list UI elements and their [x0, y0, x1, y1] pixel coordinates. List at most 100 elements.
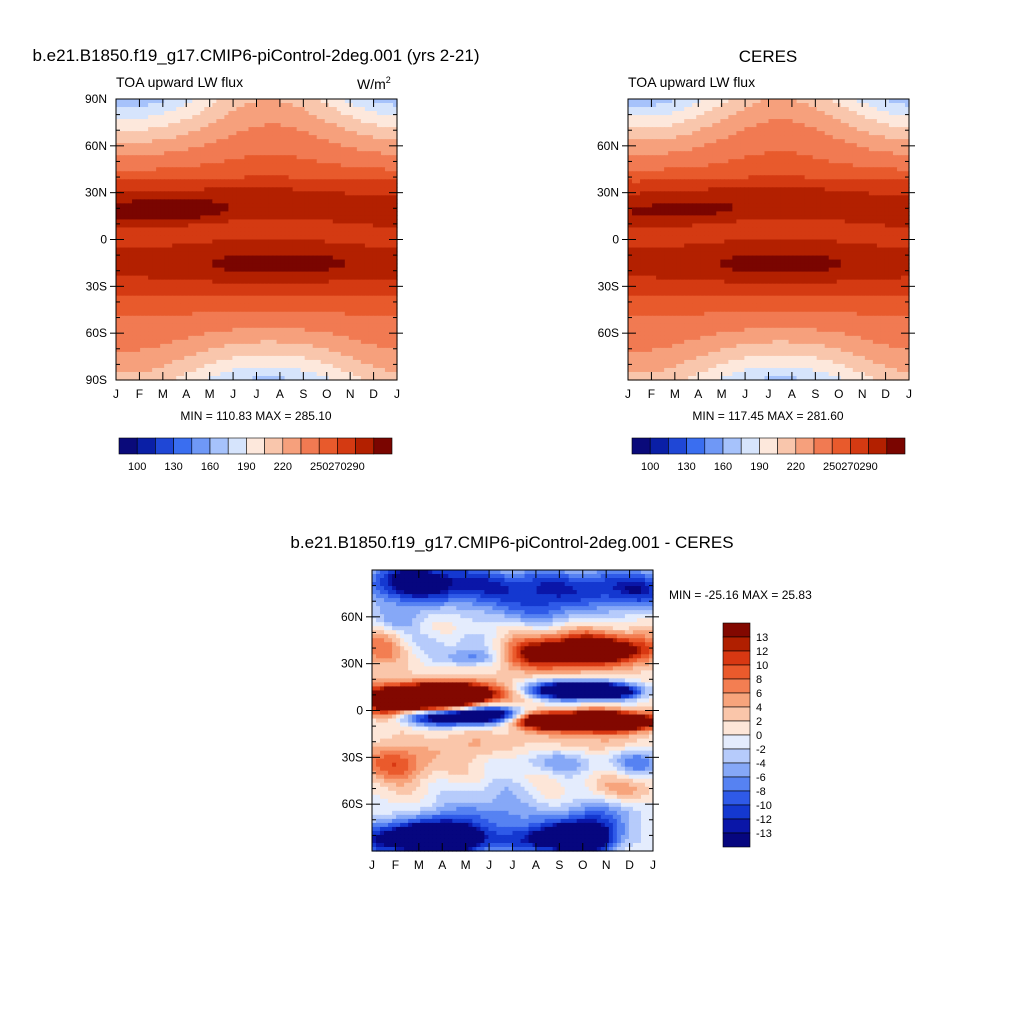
heatmap-cell [156, 259, 161, 265]
heatmap-cell [144, 131, 149, 136]
heatmap-cell [348, 363, 354, 369]
heatmap-cell [140, 295, 145, 301]
heatmap-cell [124, 343, 129, 349]
heatmap-cell [304, 295, 310, 301]
heatmap-cell [208, 315, 213, 321]
heatmap-cell [320, 323, 326, 329]
heatmap-cell [336, 211, 342, 217]
heatmap-cell [184, 251, 189, 257]
heatmap-cell [240, 99, 246, 104]
heatmap-cell [300, 183, 306, 188]
heatmap-cell [224, 247, 229, 253]
heatmap-cell [116, 375, 121, 381]
heatmap-cell [312, 123, 318, 128]
heatmap-cell [268, 195, 274, 200]
heatmap-cell [180, 271, 185, 277]
heatmap-cell [120, 255, 125, 261]
heatmap-cell [320, 319, 326, 325]
heatmap-cell [200, 327, 205, 333]
heatmap-cell [160, 235, 165, 241]
heatmap-cell [196, 371, 201, 377]
heatmap-cell [316, 351, 322, 357]
heatmap-cell [364, 335, 370, 341]
heatmap-cell [224, 115, 229, 120]
heatmap-cell [164, 219, 169, 225]
heatmap-cell [364, 255, 370, 261]
heatmap-cell [344, 147, 350, 152]
heatmap-cell [184, 335, 189, 341]
heatmap-cell [168, 299, 173, 305]
heatmap-cell [344, 271, 350, 277]
heatmap-cell [136, 307, 141, 313]
heatmap-cell [212, 135, 217, 140]
heatmap-cell [332, 355, 338, 361]
heatmap-cell [272, 371, 278, 377]
heatmap-cell [184, 207, 189, 212]
heatmap-cell [388, 211, 394, 217]
heatmap-cell [312, 235, 318, 241]
heatmap-cell [224, 171, 229, 176]
heatmap-cell [192, 163, 197, 168]
heatmap-cell [136, 351, 141, 357]
heatmap-cell [224, 363, 229, 369]
heatmap-cell [384, 223, 390, 229]
heatmap-cell [392, 259, 398, 265]
heatmap-cell [348, 311, 354, 317]
heatmap-cell [368, 343, 374, 349]
heatmap-cell [372, 363, 378, 369]
heatmap-cell [220, 107, 225, 112]
heatmap-cell [252, 239, 258, 245]
heatmap-cell [308, 339, 314, 345]
heatmap-cell [316, 363, 322, 369]
heatmap-cell [240, 191, 246, 196]
heatmap-cell [176, 179, 181, 184]
heatmap-cell [312, 307, 318, 313]
heatmap-cell [320, 155, 326, 160]
heatmap-cell [272, 347, 278, 353]
heatmap-cell [252, 275, 258, 281]
heatmap-cell [368, 223, 374, 229]
heatmap-cell [136, 111, 141, 116]
heatmap-cell [228, 259, 234, 265]
heatmap-cell [148, 315, 153, 321]
heatmap-cell [376, 99, 382, 104]
heatmap-cell [360, 123, 366, 128]
heatmap-cell [208, 107, 213, 112]
heatmap-cell [316, 135, 322, 140]
heatmap-cell [212, 191, 217, 196]
heatmap-cell [172, 123, 177, 128]
heatmap-cell [168, 339, 173, 345]
heatmap-cell [360, 199, 366, 204]
heatmap-cell [368, 331, 374, 337]
heatmap-cell [168, 155, 173, 160]
heatmap-cell [268, 131, 274, 136]
heatmap-cell [392, 239, 398, 245]
heatmap-cell [296, 279, 302, 285]
heatmap-cell [208, 143, 213, 148]
heatmap-cell [228, 127, 234, 132]
heatmap-cell [356, 223, 362, 229]
heatmap-cell [208, 275, 213, 281]
heatmap-cell [204, 339, 209, 345]
heatmap-cell [128, 291, 133, 297]
heatmap-cell [340, 147, 346, 152]
heatmap-cell [168, 331, 173, 337]
heatmap-cell [344, 175, 350, 180]
heatmap-cell [152, 187, 157, 192]
heatmap-cell [312, 339, 318, 345]
heatmap-cell [344, 319, 350, 325]
heatmap-cell [292, 291, 298, 297]
heatmap-cell [268, 363, 274, 369]
heatmap-cell [172, 155, 177, 160]
heatmap-cell [360, 179, 366, 184]
heatmap-cell [320, 123, 326, 128]
heatmap-cell [304, 143, 310, 148]
heatmap-cell [168, 227, 173, 233]
heatmap-cell [228, 203, 234, 208]
heatmap-cell [244, 275, 250, 281]
heatmap-cell [212, 343, 217, 349]
heatmap-cell [272, 335, 278, 341]
heatmap-cell [384, 331, 390, 337]
heatmap-cell [168, 175, 173, 180]
heatmap-cell [352, 291, 358, 297]
